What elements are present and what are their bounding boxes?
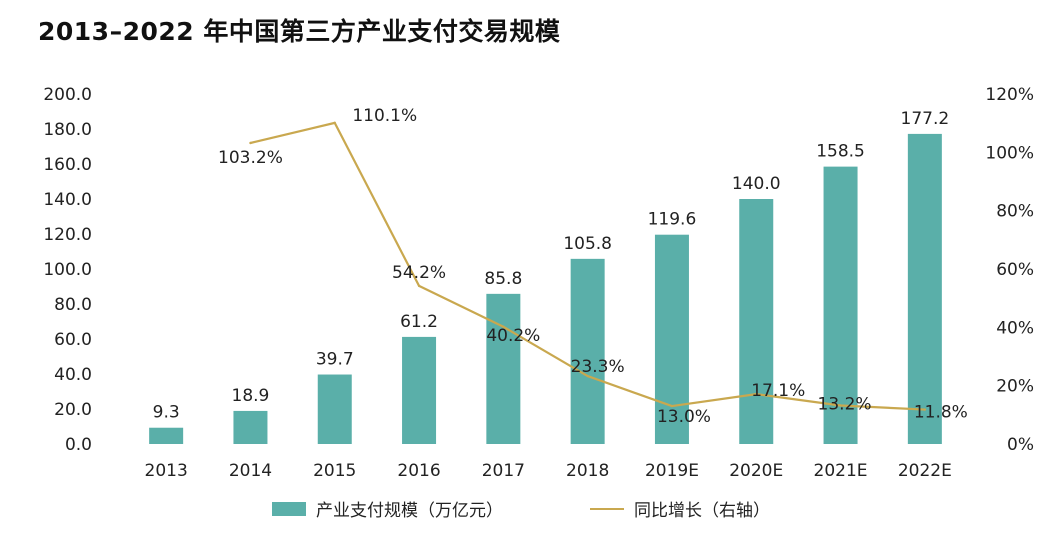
legend: 产业支付规模（万亿元） 同比增长（右轴） bbox=[0, 496, 1056, 522]
bar bbox=[486, 293, 521, 444]
left-tick-label: 180.0 bbox=[43, 120, 92, 140]
legend-swatch-bar bbox=[272, 501, 306, 516]
bar-series bbox=[149, 133, 942, 444]
left-tick-label: 120.0 bbox=[43, 225, 92, 245]
line-data-labels: 103.2% 110.1% 54.2% 40.2% 23.3% 13.0% 17.1% 13.… bbox=[218, 106, 968, 427]
bar bbox=[823, 166, 858, 444]
bar-value-label: 105.8 bbox=[563, 234, 612, 254]
left-tick-label: 140.0 bbox=[43, 190, 92, 210]
right-axis-ticks: 0% 20% 40% 60% 80% 100% 120% bbox=[985, 85, 1034, 455]
legend-swatch-line bbox=[590, 507, 624, 510]
bar bbox=[907, 133, 942, 444]
line-point bbox=[417, 284, 421, 288]
bar-data-labels: 9.3 18.9 39.7 61.2 85.8 105.8 119.6 140.0 158.5 1… bbox=[153, 109, 950, 423]
line-point bbox=[755, 392, 758, 396]
left-tick-label: 60.0 bbox=[54, 330, 92, 350]
right-tick-label: 100% bbox=[985, 143, 1034, 163]
right-tick-label: 120% bbox=[985, 85, 1034, 105]
bar-value-label: 119.6 bbox=[648, 210, 697, 230]
x-tick-label: 2018 bbox=[566, 461, 609, 481]
bar-value-label: 140.0 bbox=[732, 174, 781, 194]
line-point bbox=[839, 404, 842, 407]
x-tick-label: 2019E bbox=[645, 461, 699, 481]
bar bbox=[739, 199, 774, 444]
left-tick-label: 200.0 bbox=[43, 85, 92, 105]
right-tick-label: 20% bbox=[996, 377, 1034, 397]
bar bbox=[317, 374, 352, 444]
line-point bbox=[670, 404, 674, 408]
bar-value-label: 158.5 bbox=[816, 142, 865, 162]
left-tick-label: 80.0 bbox=[54, 295, 92, 315]
x-tick-label: 2022E bbox=[898, 461, 952, 481]
line-value-label: 54.2% bbox=[392, 263, 446, 283]
bar-value-label: 9.3 bbox=[153, 403, 180, 423]
line-series bbox=[249, 121, 927, 411]
line-point bbox=[923, 408, 927, 411]
legend-item-line: 同比增长（右轴） bbox=[590, 496, 770, 521]
bar bbox=[149, 427, 184, 444]
line-value-label: 17.1% bbox=[751, 381, 805, 401]
line-point bbox=[502, 325, 505, 328]
left-tick-label: 40.0 bbox=[54, 365, 92, 385]
bar bbox=[570, 258, 605, 444]
chart-title: 2013–2022 年中国第三方产业支付交易规模 bbox=[38, 17, 561, 46]
bar bbox=[233, 410, 268, 444]
bar-value-label: 85.8 bbox=[484, 269, 522, 289]
right-tick-label: 80% bbox=[996, 202, 1034, 222]
line-value-label: 110.1% bbox=[352, 106, 417, 126]
legend-item-bar: 产业支付规模（万亿元） bbox=[272, 496, 503, 521]
bar bbox=[402, 336, 437, 444]
x-tick-label: 2015 bbox=[313, 461, 356, 481]
right-tick-label: 40% bbox=[996, 318, 1034, 338]
x-tick-label: 2020E bbox=[729, 461, 783, 481]
line-value-label: 11.8% bbox=[914, 403, 968, 423]
x-tick-label: 2016 bbox=[397, 461, 440, 481]
bar-value-label: 177.2 bbox=[901, 109, 950, 129]
line-value-label: 13.2% bbox=[818, 395, 872, 415]
line-point bbox=[249, 141, 252, 145]
legend-label-line: 同比增长（右轴） bbox=[634, 501, 770, 521]
x-axis-ticks: 2013 2014 2015 2016 2017 2018 2019E 2020E 2021E 2… bbox=[145, 461, 952, 481]
left-tick-label: 20.0 bbox=[54, 400, 92, 420]
left-tick-label: 100.0 bbox=[43, 260, 92, 280]
x-tick-label: 2021E bbox=[814, 461, 868, 481]
right-tick-label: 60% bbox=[996, 260, 1034, 280]
x-tick-label: 2013 bbox=[145, 461, 188, 481]
legend-label-bar: 产业支付规模（万亿元） bbox=[316, 501, 503, 521]
line-value-label: 40.2% bbox=[486, 326, 540, 346]
bar-value-label: 61.2 bbox=[400, 312, 438, 332]
line-value-label: 23.3% bbox=[571, 357, 625, 377]
right-tick-label: 0% bbox=[1007, 435, 1034, 455]
x-tick-label: 2017 bbox=[482, 461, 525, 481]
bar-value-label: 39.7 bbox=[316, 350, 354, 370]
left-axis-ticks: 0.0 20.0 40.0 60.0 80.0 100.0 120.0 140.0 160.0 1… bbox=[43, 85, 92, 455]
line-value-label: 13.0% bbox=[657, 407, 711, 427]
left-tick-label: 160.0 bbox=[43, 155, 92, 175]
bar bbox=[654, 234, 689, 444]
line-point bbox=[586, 374, 589, 378]
left-tick-label: 0.0 bbox=[65, 435, 92, 455]
bar-value-label: 18.9 bbox=[232, 386, 270, 406]
line-value-label: 103.2% bbox=[218, 148, 283, 168]
line-point bbox=[333, 121, 336, 125]
x-tick-label: 2014 bbox=[229, 461, 272, 481]
